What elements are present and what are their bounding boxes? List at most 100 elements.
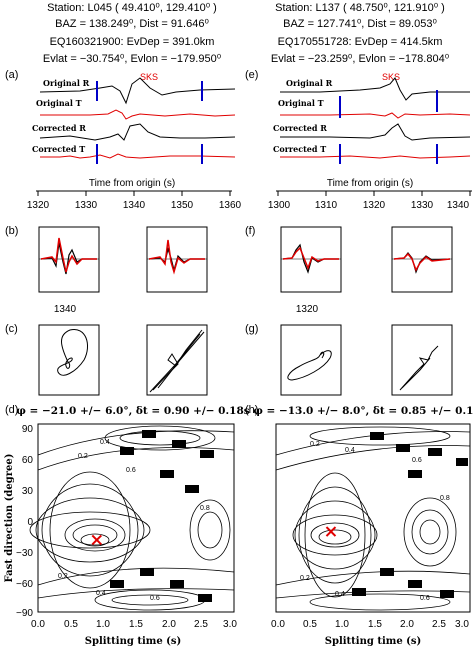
left-y-ticklabel-0: 90 (22, 424, 34, 435)
left-motion-box-original (38, 324, 100, 396)
right-header-line4: Evlat = −23.259⁰, Evlon = −178.804⁰ (271, 53, 450, 65)
right-contour-label-patches (352, 432, 468, 598)
right-time-ticklabel-0: 1300 (268, 200, 291, 211)
right-x-ticklabel-0: 0.0 (271, 619, 285, 630)
left-contour-label-1: 0.2 (78, 453, 88, 460)
panel-label-d: (d) (5, 404, 18, 416)
left-x-ticklabel-1: 0.5 (64, 619, 78, 630)
left-column: Station: L045 ( 49.410⁰, 129.410⁰ ) BAZ … (4, 2, 250, 647)
left-header-line2: BAZ = 138.249⁰, Dist = 91.646⁰ (55, 18, 209, 30)
left-trace-label-corrected-r: Corrected R (32, 123, 86, 133)
left-time-ticklabel-3: 1350 (171, 200, 194, 211)
right-x-ticklabel-5: 2.5 (432, 619, 446, 630)
left-x-ticklabel-5: 2.5 (194, 619, 208, 630)
right-trace-label-corrected-t: Corrected T (273, 144, 326, 154)
right-contour-label-5: 0.2 (300, 575, 310, 582)
panel-label-c: (c) (5, 323, 18, 335)
right-trace-label-original-t: Original T (278, 98, 324, 108)
panel-label-g: (g) (245, 323, 258, 335)
right-contour-label-2: 0.4 (345, 447, 355, 454)
left-time-ticklabel-1: 1330 (75, 200, 98, 211)
right-contour-label-7: 0.6 (420, 595, 430, 602)
left-motion-trace-corrected-2 (149, 331, 205, 393)
right-time-ticklabel-2: 1320 (363, 200, 386, 211)
left-best-fit-marker (91, 534, 103, 546)
left-contour-label-3: 0.6 (126, 467, 136, 474)
right-trace-label-original-r: Original R (286, 78, 333, 88)
left-grid-y-ticks: 90 60 30 0 −30 −60 −90 (16, 424, 33, 619)
panel-label-e: (e) (245, 69, 258, 81)
left-trace-original-t (40, 109, 236, 120)
panel-label-f: (f) (245, 225, 255, 237)
right-phase-label: SKS (382, 72, 400, 82)
left-zoom-box-corrected (146, 226, 208, 293)
left-trace-label-corrected-t: Corrected T (32, 144, 85, 154)
right-time-axis-label: Time from origin (s) (327, 178, 413, 189)
left-zoom-box-original (38, 226, 100, 293)
left-trace-label-original-r: Original R (43, 78, 90, 88)
right-zoom-trace-r-corrected (393, 252, 451, 274)
right-header-line1: Station: L137 ( 48.750⁰, 121.910⁰ ) (275, 2, 445, 14)
panel-label-a: (a) (5, 69, 18, 81)
left-zoom-ticklabel: 1340 (54, 304, 77, 315)
right-trace-label-corrected-r: Corrected R (273, 123, 327, 133)
right-trace-corrected-t (280, 155, 471, 159)
right-x-ticklabel-2: 1.0 (335, 619, 349, 630)
right-contour-label-1: 0.2 (310, 441, 320, 448)
right-time-ticklabel-1: 1310 (315, 200, 338, 211)
right-trace-corrected-r (280, 123, 471, 141)
right-column: Station: L137 ( 48.750⁰, 121.910⁰ ) BAZ … (245, 2, 474, 647)
left-y-ticklabel-6: −90 (16, 608, 33, 619)
left-time-ticklabel-0: 1320 (27, 200, 50, 211)
left-contour-label-7: 0.6 (150, 595, 160, 602)
left-header-line3: EQ160321900: EvDep = 391.0km (50, 36, 215, 48)
left-contour-label-6: 0.4 (96, 590, 106, 597)
left-y-ticklabel-5: −60 (16, 579, 33, 590)
left-contour-label-2: 0.4 (100, 439, 110, 446)
left-y-ticklabel-1: 60 (22, 455, 34, 466)
left-contour-label-5: 0.2 (58, 573, 68, 580)
right-trace-original-r (280, 77, 470, 101)
grid-ylabel: Fast direction (degree) (4, 454, 15, 583)
left-contour-label-4: 0.8 (200, 505, 210, 512)
right-motion-trace-corrected (399, 345, 439, 391)
left-x-ticklabel-4: 2.0 (162, 619, 176, 630)
left-header-line4: Evlat = −30.754⁰, Evlon = −179.950⁰ (43, 53, 222, 65)
left-x-ticklabel-6: 3.0 (223, 619, 237, 630)
right-zoom-box-corrected (391, 226, 453, 293)
right-x-ticklabel-6: 3.0 (455, 619, 469, 630)
right-motion-box-corrected (391, 324, 453, 396)
right-zoom-box-original (280, 226, 342, 293)
left-contour-label-patches (110, 430, 214, 602)
left-time-axis-label: Time from origin (s) (89, 178, 175, 189)
left-time-ticklabel-4: 1360 (219, 200, 242, 211)
right-x-ticklabel-1: 0.5 (303, 619, 317, 630)
left-trace-original-r (39, 77, 236, 105)
left-trace-corrected-r (39, 123, 236, 141)
right-zoom-trace-t-original (282, 246, 339, 271)
right-time-ticklabel-4: 1340 (447, 200, 470, 211)
right-header-line3: EQ170551728: EvDep = 414.5km (278, 36, 443, 48)
left-x-ticklabel-0: 0.0 (31, 619, 45, 630)
left-zoom-trace-t-original (40, 237, 97, 273)
left-zoom-trace-r-original (40, 242, 97, 275)
right-motion-trace-original (287, 350, 332, 381)
left-grid-xlabel: Splitting time (s) (85, 636, 182, 647)
right-trace-original-t (280, 112, 471, 119)
left-y-ticklabel-3: 0 (27, 517, 33, 528)
left-y-ticklabel-2: 30 (22, 486, 34, 497)
right-zoom-ticklabel: 1320 (296, 304, 319, 315)
left-x-ticklabel-2: 1.0 (96, 619, 110, 630)
right-grid-xlabel: Splitting time (s) (325, 636, 422, 647)
left-trace-label-original-t: Original T (36, 98, 82, 108)
right-x-ticklabel-4: 2.0 (400, 619, 414, 630)
left-motion-trace-original (57, 329, 88, 376)
left-trace-corrected-t (40, 153, 236, 159)
right-grid-title: φ = −13.0 +/− 8.0°, δt = 0.85 +/− 0.15s (253, 405, 474, 417)
left-y-ticklabel-4: −30 (16, 548, 33, 559)
right-contour-label-4: 0.8 (440, 495, 450, 502)
panel-label-h: (h) (245, 404, 258, 416)
right-contour-label-3: 0.6 (412, 457, 422, 464)
left-x-ticklabel-3: 1.5 (129, 619, 143, 630)
